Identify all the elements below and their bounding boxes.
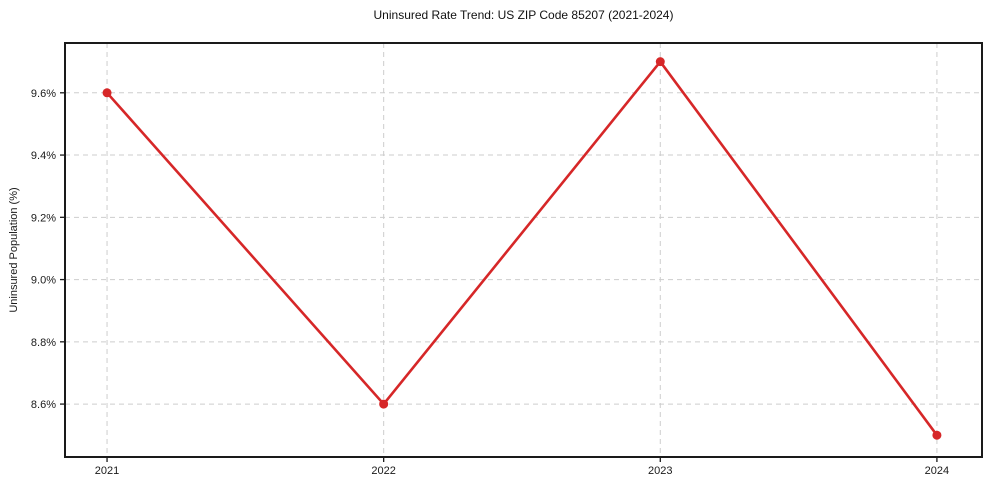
y-tick-label: 9.4% (31, 150, 56, 162)
y-tick-label: 9.6% (31, 88, 56, 100)
y-tick-label: 8.8% (31, 337, 56, 349)
y-tick-label: 8.6% (31, 399, 56, 411)
x-tick-label: 2024 (925, 465, 949, 477)
data-point (102, 88, 112, 98)
y-tick-label: 9.2% (31, 212, 56, 224)
chart-title: Uninsured Rate Trend: US ZIP Code 85207 … (373, 8, 674, 22)
data-point (379, 399, 389, 409)
x-tick-label: 2021 (95, 465, 119, 477)
axes-spines (64, 42, 983, 458)
x-tick-label: 2023 (648, 465, 672, 477)
y-tick-label: 9.0% (31, 275, 56, 287)
data-point (655, 57, 665, 67)
data-point (932, 430, 942, 440)
x-tick-label: 2022 (371, 465, 395, 477)
trend-line (105, 60, 939, 437)
